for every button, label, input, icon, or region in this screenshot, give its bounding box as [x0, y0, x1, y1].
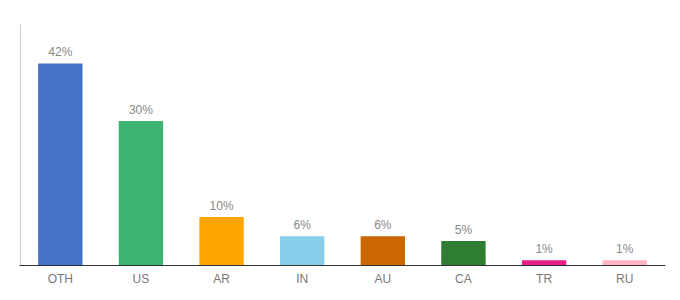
svg-text:AU: AU — [374, 272, 391, 286]
svg-text:CA: CA — [455, 272, 472, 286]
svg-text:10%: 10% — [210, 199, 234, 213]
svg-text:OTH: OTH — [48, 272, 73, 286]
svg-text:30%: 30% — [129, 103, 153, 117]
svg-text:1%: 1% — [535, 242, 553, 256]
svg-text:5%: 5% — [455, 223, 473, 237]
svg-text:TR: TR — [536, 272, 552, 286]
svg-text:1%: 1% — [616, 242, 634, 256]
svg-text:6%: 6% — [374, 218, 392, 232]
svg-text:6%: 6% — [294, 218, 312, 232]
svg-text:AR: AR — [213, 272, 230, 286]
svg-text:IN: IN — [296, 272, 308, 286]
svg-text:RU: RU — [616, 272, 633, 286]
svg-text:42%: 42% — [48, 45, 72, 59]
svg-text:US: US — [133, 272, 150, 286]
